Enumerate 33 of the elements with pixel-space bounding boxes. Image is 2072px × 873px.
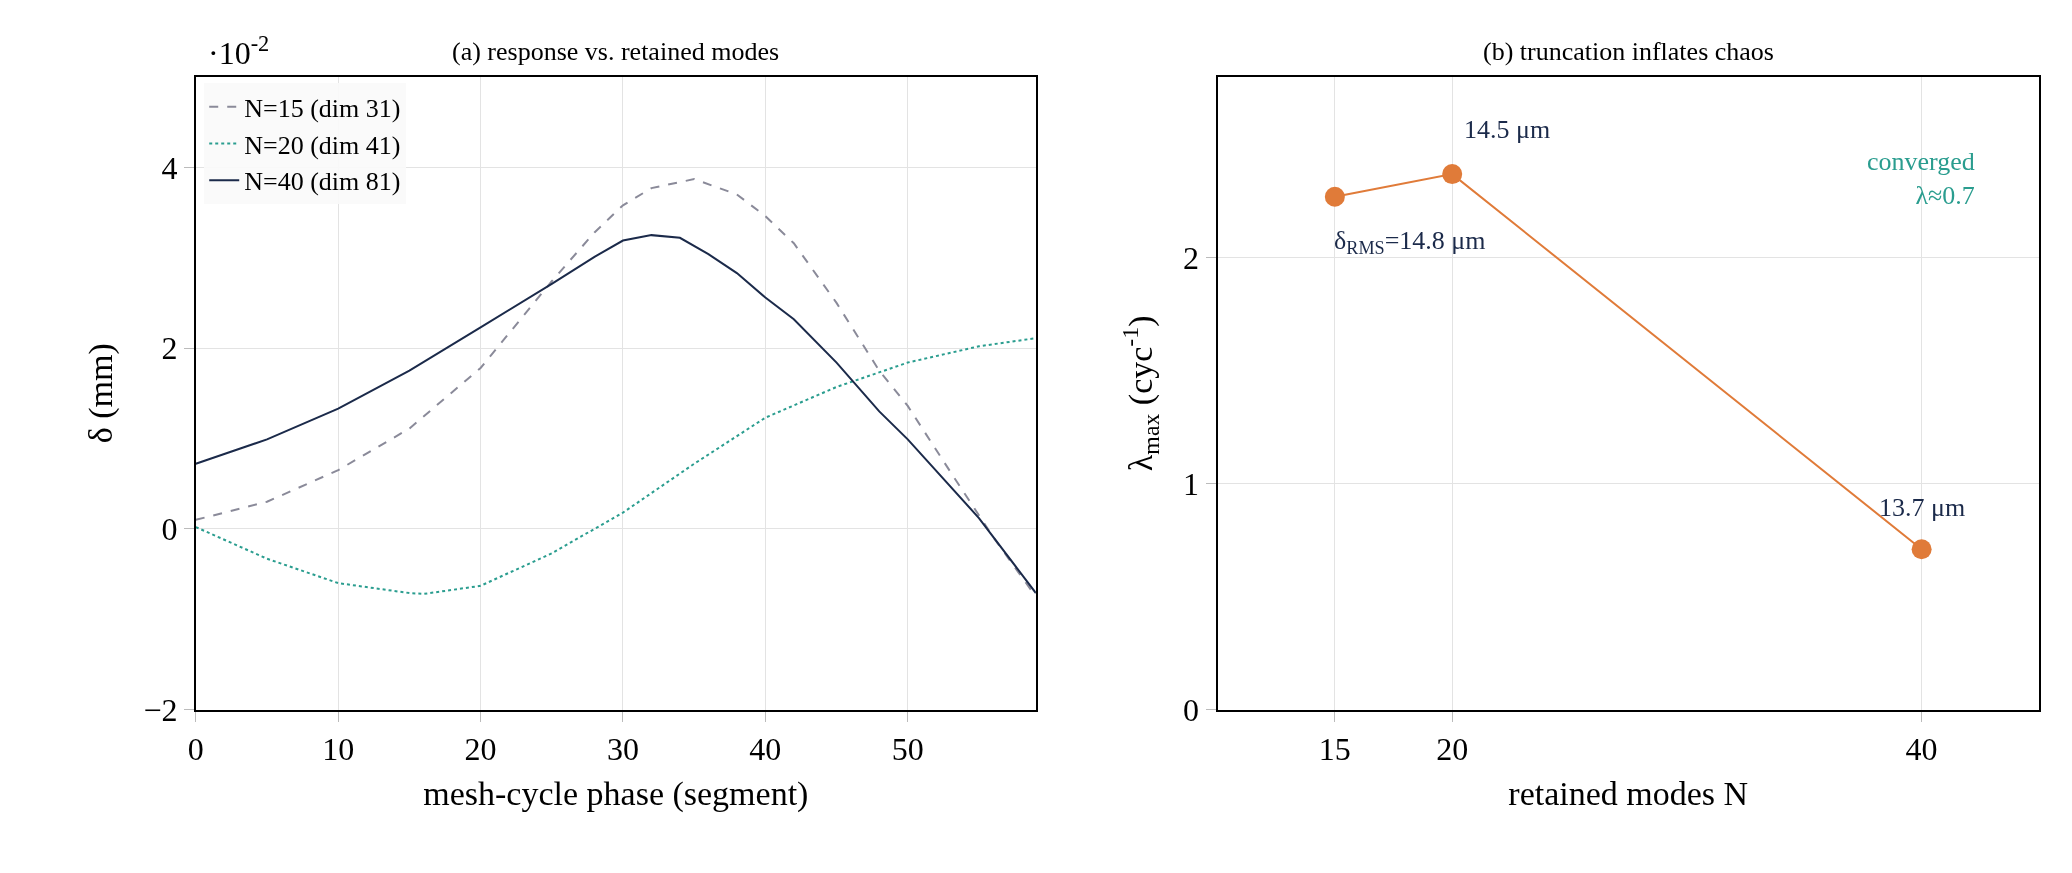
x-tick-label: 30: [606, 731, 639, 768]
chart-title: (a) response vs. retained modes: [452, 37, 780, 66]
x-tick-label: 0: [187, 731, 204, 768]
x-tick-label: 10: [322, 731, 355, 768]
y-tick-label: 0: [161, 511, 178, 548]
y-axis-title: δ (mm): [82, 343, 121, 444]
annotation: δ$_{RMS}$=14.8 μm: [1334, 226, 1486, 259]
x-tick-label: 40: [749, 731, 782, 768]
y-tick-label: 2: [161, 330, 178, 367]
y-tick-label: 1: [1183, 465, 1200, 502]
legend-label: N=20 (dim 41): [244, 130, 401, 160]
text: ·10$^{-2}$: [208, 31, 270, 72]
point: [1324, 186, 1345, 207]
x-axis-title: retained modes N: [1508, 774, 1749, 812]
y-tick-label: 2: [1183, 239, 1200, 276]
annotation: 13.7 μm: [1879, 493, 1966, 522]
legend-label: N=15 (dim 31): [244, 93, 401, 123]
point: [1911, 539, 1932, 560]
legend-label: N=40 (dim 81): [244, 167, 401, 197]
y-tick-label: 4: [161, 149, 178, 186]
x-tick-label: 20: [464, 731, 497, 768]
x-axis-title: mesh-cycle phase (segment): [423, 774, 809, 813]
y-tick-label: −2: [143, 691, 178, 728]
annotation: converged λ≈0.7: [1867, 147, 1975, 210]
x-tick-label: 40: [1905, 731, 1938, 768]
x-tick-label: 20: [1436, 731, 1469, 768]
annotation: 14.5 μm: [1464, 115, 1551, 144]
x-tick-label: 50: [891, 731, 924, 768]
point: [1442, 164, 1463, 185]
x-tick-label: 15: [1318, 731, 1351, 768]
chart-title: (b) truncation inflates chaos: [1483, 37, 1774, 66]
line-series: [195, 337, 1036, 595]
y-tick-label: 0: [1183, 691, 1200, 728]
